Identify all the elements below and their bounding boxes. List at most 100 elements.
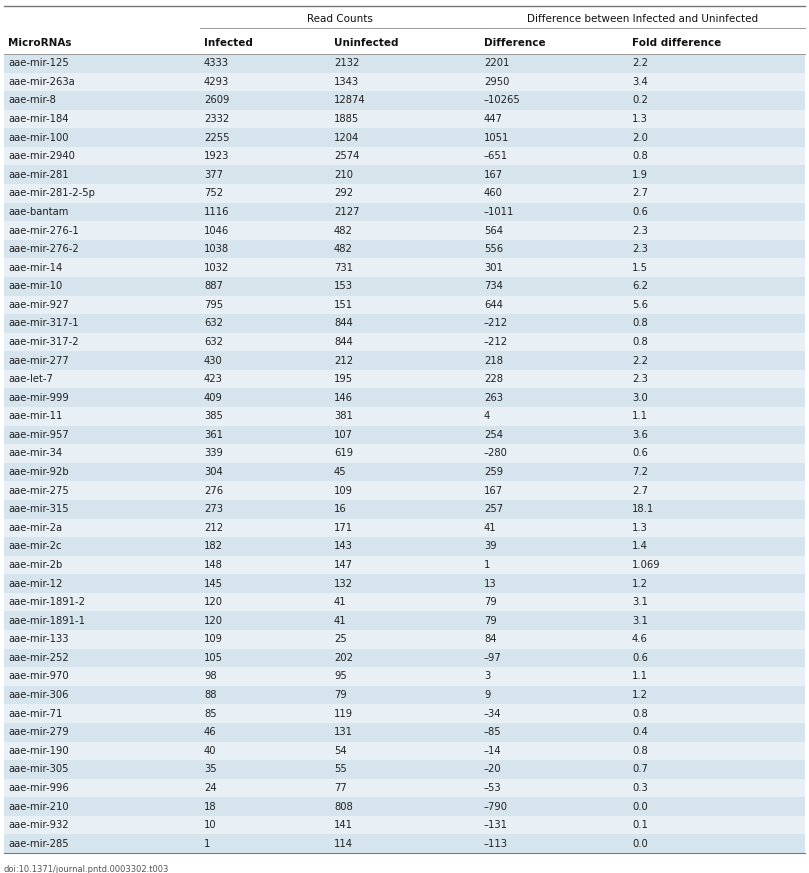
Text: –85: –85 — [484, 727, 502, 737]
Text: 887: 887 — [204, 281, 222, 292]
Text: aae-mir-1891-1: aae-mir-1891-1 — [8, 615, 85, 626]
Text: 1: 1 — [484, 560, 490, 570]
Text: 171: 171 — [334, 523, 353, 533]
Text: 85: 85 — [204, 709, 217, 718]
Text: 2.7: 2.7 — [632, 485, 648, 496]
Bar — [4, 463, 805, 481]
Text: aae-mir-957: aae-mir-957 — [8, 430, 69, 440]
Text: 5.6: 5.6 — [632, 299, 648, 310]
Bar — [4, 221, 805, 240]
Text: 2609: 2609 — [204, 95, 230, 106]
Text: 0.1: 0.1 — [632, 820, 648, 830]
Bar — [4, 370, 805, 388]
Bar — [4, 426, 805, 444]
Text: 105: 105 — [204, 653, 223, 663]
Text: 3.1: 3.1 — [632, 597, 648, 607]
Text: 4: 4 — [484, 411, 490, 422]
Text: 2.2: 2.2 — [632, 355, 648, 366]
Text: 7.2: 7.2 — [632, 467, 648, 477]
Text: aae-mir-2c: aae-mir-2c — [8, 541, 61, 552]
Text: 731: 731 — [334, 263, 353, 272]
Text: 54: 54 — [334, 746, 346, 756]
Text: aae-mir-970: aae-mir-970 — [8, 671, 69, 682]
Text: –14: –14 — [484, 746, 502, 756]
Text: aae-mir-2a: aae-mir-2a — [8, 523, 62, 533]
Text: 2255: 2255 — [204, 133, 230, 142]
Bar — [4, 240, 805, 258]
Text: 1885: 1885 — [334, 114, 359, 124]
Text: 0.0: 0.0 — [632, 801, 648, 812]
Bar — [4, 797, 805, 816]
Text: 109: 109 — [334, 485, 353, 496]
Text: 1.9: 1.9 — [632, 169, 648, 180]
Text: aae-mir-281: aae-mir-281 — [8, 169, 69, 180]
Text: Difference: Difference — [484, 38, 545, 48]
Bar — [4, 296, 805, 314]
Bar — [4, 779, 805, 797]
Bar — [4, 184, 805, 203]
Text: aae-mir-263a: aae-mir-263a — [8, 77, 74, 87]
Text: 45: 45 — [334, 467, 346, 477]
Text: aae-mir-285: aae-mir-285 — [8, 839, 69, 849]
Text: 120: 120 — [204, 597, 223, 607]
Text: 9: 9 — [484, 690, 490, 700]
Text: 79: 79 — [484, 615, 497, 626]
Text: 1.2: 1.2 — [632, 579, 648, 588]
Text: aae-mir-317-2: aae-mir-317-2 — [8, 337, 78, 347]
Text: aae-mir-71: aae-mir-71 — [8, 709, 62, 718]
Text: 1.1: 1.1 — [632, 411, 648, 422]
Text: 4.6: 4.6 — [632, 635, 648, 644]
Text: 482: 482 — [334, 244, 353, 254]
Text: 2574: 2574 — [334, 151, 359, 162]
Text: 1.3: 1.3 — [632, 114, 648, 124]
Text: 377: 377 — [204, 169, 223, 180]
Text: 2132: 2132 — [334, 58, 359, 68]
Bar — [4, 574, 805, 593]
Text: aae-mir-275: aae-mir-275 — [8, 485, 69, 496]
Bar — [4, 500, 805, 519]
Text: 79: 79 — [334, 690, 347, 700]
Text: aae-mir-252: aae-mir-252 — [8, 653, 69, 663]
Text: MicroRNAs: MicroRNAs — [8, 38, 71, 48]
Text: 564: 564 — [484, 225, 503, 236]
Text: 132: 132 — [334, 579, 353, 588]
Text: aae-mir-277: aae-mir-277 — [8, 355, 69, 366]
Bar — [4, 481, 805, 500]
Text: 2.3: 2.3 — [632, 225, 648, 236]
Text: Uninfected: Uninfected — [334, 38, 399, 48]
Text: 0.8: 0.8 — [632, 151, 648, 162]
Text: 18.1: 18.1 — [632, 505, 654, 514]
Text: 12874: 12874 — [334, 95, 366, 106]
Text: 88: 88 — [204, 690, 217, 700]
Text: –113: –113 — [484, 839, 508, 849]
Bar — [4, 705, 805, 723]
Text: aae-mir-100: aae-mir-100 — [8, 133, 69, 142]
Bar — [4, 258, 805, 277]
Text: 482: 482 — [334, 225, 353, 236]
Bar — [4, 723, 805, 741]
Text: aae-mir-34: aae-mir-34 — [8, 449, 62, 458]
Text: 1.2: 1.2 — [632, 690, 648, 700]
Text: 119: 119 — [334, 709, 353, 718]
Text: 0.8: 0.8 — [632, 746, 648, 756]
Text: –131: –131 — [484, 820, 508, 830]
Text: aae-mir-14: aae-mir-14 — [8, 263, 62, 272]
Text: 13: 13 — [484, 579, 497, 588]
Text: 3.0: 3.0 — [632, 393, 648, 402]
Text: 2201: 2201 — [484, 58, 510, 68]
Text: 146: 146 — [334, 393, 353, 402]
Text: aae-mir-2b: aae-mir-2b — [8, 560, 62, 570]
Text: 1032: 1032 — [204, 263, 229, 272]
Bar — [4, 741, 805, 760]
Text: aae-mir-927: aae-mir-927 — [8, 299, 69, 310]
Text: aae-mir-276-1: aae-mir-276-1 — [8, 225, 78, 236]
Text: aae-mir-92b: aae-mir-92b — [8, 467, 69, 477]
Text: 131: 131 — [334, 727, 353, 737]
Text: 84: 84 — [484, 635, 497, 644]
Text: 3: 3 — [484, 671, 490, 682]
Text: aae-bantam: aae-bantam — [8, 207, 69, 217]
Bar — [4, 667, 805, 686]
Bar — [4, 593, 805, 611]
Text: 304: 304 — [204, 467, 222, 477]
Text: 632: 632 — [204, 319, 223, 328]
